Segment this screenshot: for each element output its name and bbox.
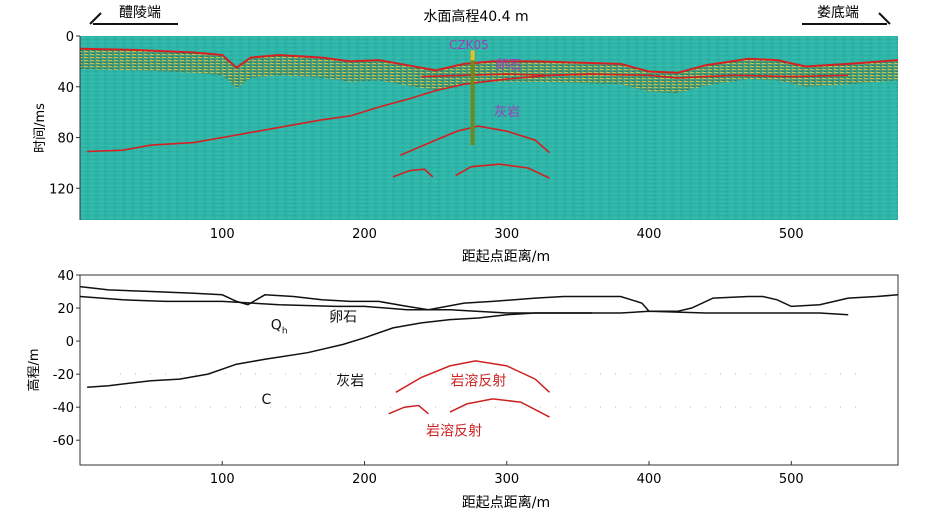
- elevation-x-tick-label: 400: [637, 472, 662, 487]
- left-end-label: 醴陵端: [119, 5, 161, 21]
- elevation-annotation: C: [261, 392, 271, 408]
- radar-xlabel: 距起点距离/m: [462, 248, 550, 265]
- radar-y-tick-label: 0: [66, 30, 74, 45]
- radar-interpretation-line: [399, 125, 551, 157]
- elevation-profile-line: [79, 295, 849, 316]
- radar-y-tick-label: 120: [49, 182, 74, 197]
- radar-x-tick-label: 500: [779, 227, 804, 242]
- elevation-y-tick-label: 40: [57, 269, 74, 284]
- radar-interpretation-line: [80, 47, 898, 74]
- right-arrowhead-icon: [878, 12, 891, 25]
- radar-interpretation-line: [421, 73, 849, 79]
- elevation-annotation-subscript: h: [282, 327, 288, 337]
- elevation-ylabel: 高程/m: [26, 348, 42, 391]
- elevation-y-tick-label: -40: [53, 401, 74, 416]
- radar-x-tick-label: 100: [210, 227, 235, 242]
- radar-annotation-limestone: 灰岩: [494, 105, 520, 120]
- radar-ylabel: 时间/ms: [33, 103, 48, 153]
- elevation-y-tick-label: 0: [66, 335, 74, 350]
- elevation-x-tick-label: 300: [494, 472, 519, 487]
- radar-panel: CZK05 卵石 灰岩 100 200 300 400 500 0 40 80 120 时间/m…: [33, 30, 898, 265]
- elevation-annotation: 岩溶反射: [450, 374, 506, 390]
- elevation-x-tick-label: 500: [779, 472, 804, 487]
- elevation-xlabel: 距起点距离/m: [462, 494, 550, 511]
- elevation-y-tick-label: -60: [53, 434, 74, 449]
- figure-title: 水面高程40.4 m: [423, 8, 528, 25]
- right-end-label: 娄底端: [817, 5, 859, 21]
- elevation-annotation: 卵石: [329, 309, 357, 325]
- elevation-annotation: 灰岩: [336, 374, 364, 390]
- radar-x-tick-label: 200: [352, 227, 377, 242]
- radar-annotation-cobble: 卵石: [495, 58, 521, 73]
- radar-x-tick-label: 400: [637, 227, 662, 242]
- karst-reflection-line: [395, 360, 551, 393]
- radar-y-tick-label: 40: [57, 81, 74, 96]
- elevation-profile-lines: [79, 285, 899, 418]
- elevation-y-tick-label: -20: [53, 368, 74, 383]
- elevation-x-tick-label: 100: [210, 472, 235, 487]
- left-arrowhead-icon: [89, 12, 102, 25]
- borehole-label: CZK05: [449, 38, 489, 52]
- elevation-y-tick-label: 20: [57, 302, 74, 317]
- elevation-frame: [79, 274, 899, 466]
- radar-interpretation-lines: [80, 47, 898, 179]
- elevation-annotation: 岩溶反射: [426, 423, 482, 439]
- radar-interpretation-line: [392, 168, 434, 178]
- radar-axes: 100 200 300 400 500 0 40 80 120: [49, 30, 804, 242]
- radar-interpretation-line: [87, 73, 593, 153]
- radar-y-tick-label: 80: [57, 132, 74, 147]
- elevation-profile-line: [87, 312, 593, 389]
- radar-shallow-band: [80, 48, 898, 94]
- elevation-x-tick-label: 200: [352, 472, 377, 487]
- karst-reflection-line: [449, 398, 550, 418]
- header: 醴陵端 水面高程40.4 m 娄底端: [89, 5, 891, 25]
- radar-x-tick-label: 300: [494, 227, 519, 242]
- radar-interpretation-line: [455, 163, 550, 179]
- karst-reflection-line: [388, 404, 429, 415]
